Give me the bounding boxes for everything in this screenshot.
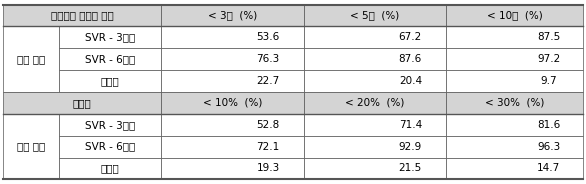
Bar: [3, 5, 161, 26]
Bar: [161, 92, 304, 114]
Text: 14.7: 14.7: [537, 163, 560, 174]
Bar: [304, 92, 446, 114]
Text: SVR - 6변수: SVR - 6변수: [85, 142, 135, 152]
Bar: [161, 114, 304, 136]
Bar: [161, 26, 304, 48]
Bar: [59, 70, 161, 92]
Bar: [446, 48, 583, 70]
Bar: [59, 136, 161, 158]
Bar: [161, 136, 304, 158]
Text: 76.3: 76.3: [256, 54, 280, 64]
Bar: [304, 114, 446, 136]
Text: 92.9: 92.9: [398, 142, 422, 152]
Bar: [59, 48, 161, 70]
Bar: [59, 26, 161, 48]
Text: 21.5: 21.5: [398, 163, 422, 174]
Bar: [304, 136, 446, 158]
Text: 53.6: 53.6: [256, 32, 280, 42]
Bar: [304, 48, 446, 70]
Bar: [3, 92, 161, 114]
Bar: [3, 26, 59, 92]
Text: 19.3: 19.3: [256, 163, 280, 174]
Text: < 20%  (%): < 20% (%): [345, 98, 404, 108]
Text: 개선도: 개선도: [101, 163, 119, 174]
Bar: [59, 114, 161, 136]
Text: 22.7: 22.7: [256, 76, 280, 86]
Text: < 3초  (%): < 3초 (%): [207, 10, 257, 21]
Bar: [304, 70, 446, 92]
Text: 97.2: 97.2: [537, 54, 560, 64]
Text: 72.1: 72.1: [256, 142, 280, 152]
Bar: [161, 70, 304, 92]
Bar: [3, 114, 59, 179]
Text: SVR - 6변수: SVR - 6변수: [85, 54, 135, 64]
Bar: [304, 5, 446, 26]
Text: 20.4: 20.4: [399, 76, 422, 86]
Text: 개선도: 개선도: [101, 76, 119, 86]
Text: SVR - 3변수: SVR - 3변수: [85, 32, 135, 42]
Text: 71.4: 71.4: [398, 120, 422, 130]
Text: 87.5: 87.5: [537, 32, 560, 42]
Text: 모형 구분: 모형 구분: [16, 54, 45, 64]
Text: 오차율: 오차율: [73, 98, 91, 108]
Text: 9.7: 9.7: [540, 76, 557, 86]
Bar: [161, 48, 304, 70]
Text: < 5초  (%): < 5초 (%): [350, 10, 400, 21]
Bar: [446, 92, 583, 114]
Text: 87.6: 87.6: [398, 54, 422, 64]
Text: 96.3: 96.3: [537, 142, 560, 152]
Text: SVR - 3변수: SVR - 3변수: [85, 120, 135, 130]
Text: < 10초  (%): < 10초 (%): [486, 10, 543, 21]
Bar: [446, 114, 583, 136]
Text: 모형 구분: 모형 구분: [16, 142, 45, 152]
Bar: [446, 158, 583, 179]
Bar: [446, 5, 583, 26]
Bar: [446, 70, 583, 92]
Text: 81.6: 81.6: [537, 120, 560, 130]
Bar: [161, 5, 304, 26]
Text: 정차시간 예측값 차이: 정차시간 예측값 차이: [50, 10, 114, 21]
Bar: [446, 26, 583, 48]
Bar: [59, 158, 161, 179]
Text: < 30%  (%): < 30% (%): [485, 98, 544, 108]
Bar: [304, 26, 446, 48]
Text: 52.8: 52.8: [256, 120, 280, 130]
Bar: [161, 158, 304, 179]
Text: 67.2: 67.2: [398, 32, 422, 42]
Bar: [446, 136, 583, 158]
Text: < 10%  (%): < 10% (%): [203, 98, 262, 108]
Bar: [304, 158, 446, 179]
